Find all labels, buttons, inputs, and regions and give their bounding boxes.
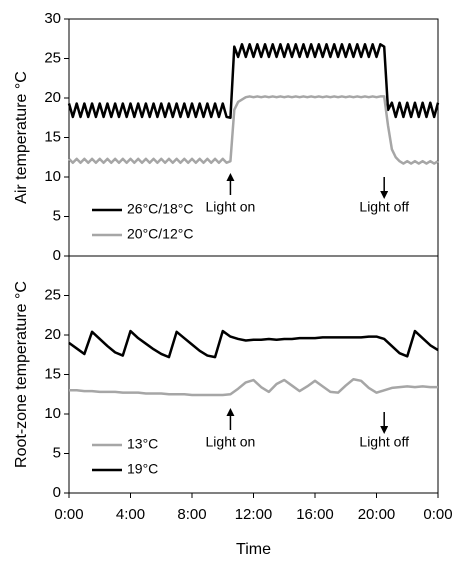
x-tick-label: 12:00	[235, 506, 273, 523]
x-tick-label: 16:00	[296, 506, 334, 523]
legend-label: 13°C	[127, 436, 158, 452]
legend-label: 26°C/18°C	[127, 201, 193, 217]
series-line	[69, 377, 438, 397]
y-tick-label: 25	[44, 49, 61, 66]
legend-label: 20°C/12°C	[127, 226, 193, 242]
legend-label: 19°C	[127, 461, 158, 477]
x-tick-label: 0:00	[54, 506, 83, 523]
y-tick-label: 25	[44, 286, 61, 303]
y-tick-label: 30	[44, 10, 61, 27]
x-tick-label: 0:00	[423, 506, 452, 523]
annotation-label: Light on	[206, 434, 256, 450]
y-axis-label: Root-zone temperature °C	[13, 281, 30, 468]
y-tick-label: 20	[44, 326, 61, 343]
y-axis-label: Air temperature °C	[13, 71, 30, 204]
annotation-label: Light off	[359, 199, 409, 215]
plot-frame	[68, 255, 439, 494]
y-tick-label: 5	[53, 444, 61, 461]
x-tick-label: 20:00	[358, 506, 396, 523]
y-tick-label: 15	[44, 365, 61, 382]
x-tick-label: 8:00	[177, 506, 206, 523]
series-line	[68, 95, 439, 165]
y-tick-label: 10	[44, 405, 61, 422]
y-tick-label: 20	[44, 89, 61, 106]
x-tick-label: 4:00	[116, 506, 145, 523]
y-tick-label: 10	[44, 168, 61, 185]
x-axis-label: Time	[236, 541, 271, 558]
y-tick-label: 5	[53, 207, 61, 224]
series-line	[67, 43, 440, 119]
y-tick-label: 15	[44, 128, 61, 145]
annotation-label: Light on	[206, 199, 256, 215]
y-tick-label: 0	[53, 484, 61, 501]
annotation-label: Light off	[359, 434, 409, 450]
y-tick-label: 0	[53, 247, 61, 264]
series-line	[68, 329, 439, 359]
